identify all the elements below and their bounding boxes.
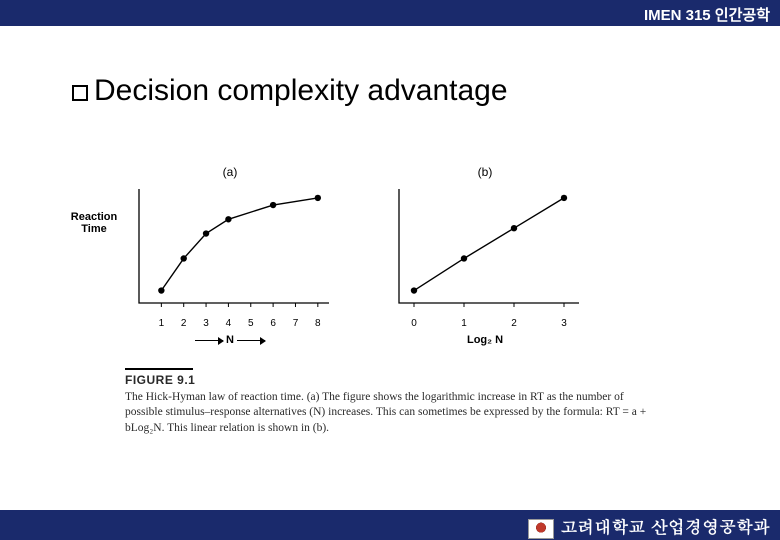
course-label: IMEN 315 인간공학 (644, 7, 770, 24)
panel-b-xlabel-row: Log₂ N (385, 334, 585, 346)
course-header-bar: IMEN 315 인간공학 (0, 0, 780, 26)
xtick-label: 3 (561, 318, 567, 329)
arrow-right-icon (237, 340, 265, 341)
footer-bar: 고려대학교 산업경영공학과 (0, 510, 780, 540)
panel-a-xticks: 1 2 3 4 5 6 7 8 (125, 318, 335, 332)
figure-number: FIGURE 9.1 (125, 373, 195, 387)
figure-caption-text: The Hick-Hyman law of reaction time. (a)… (125, 391, 646, 434)
slide-heading: Decision complexity advantage (94, 74, 508, 107)
figure-caption: FIGURE 9.1 The Hick-Hyman law of reactio… (125, 368, 655, 436)
caption-rule (125, 368, 193, 370)
xtick-label: 2 (511, 318, 517, 329)
xtick-label: 7 (293, 318, 299, 329)
panel-b-label: (b) (385, 165, 585, 179)
xtick-label: 2 (181, 318, 187, 329)
university-crest-icon (528, 519, 554, 539)
figure-area: (a) ReactionTime 12345678 N (b) 0123 Log… (125, 165, 665, 436)
slide-title-row: Decision complexity advantage (72, 74, 780, 108)
panel-a-plot (125, 183, 335, 313)
square-bullet-icon (72, 85, 88, 101)
xtick-label: 6 (270, 318, 276, 329)
panel-a: (a) ReactionTime 12345678 N (125, 165, 335, 346)
xtick-label: 8 (315, 318, 321, 329)
plot-row: (a) ReactionTime 12345678 N (b) 0123 Log… (125, 165, 665, 346)
panel-b-plot (385, 183, 585, 313)
footer-org-label: 고려대학교 산업경영공학과 (560, 514, 770, 538)
xtick-label: 5 (248, 318, 254, 329)
xtick-label: 3 (203, 318, 209, 329)
panel-a-xlabel-row: N (125, 334, 335, 346)
xtick-label: 1 (461, 318, 467, 329)
panel-b-xlabel: Log₂ N (467, 334, 503, 346)
panel-a-label: (a) (125, 165, 335, 179)
panel-b: (b) 0 1 2 3 Log₂ N (385, 165, 585, 346)
panel-b-xticks: 0 1 2 3 (385, 318, 585, 332)
panel-a-xlabel: N (226, 334, 234, 346)
panel-a-ylabel: ReactionTime (67, 211, 121, 235)
xtick-label: 0 (411, 318, 417, 329)
arrow-right-icon (195, 340, 223, 341)
xtick-label: 1 (159, 318, 165, 329)
xtick-label: 4 (226, 318, 232, 329)
